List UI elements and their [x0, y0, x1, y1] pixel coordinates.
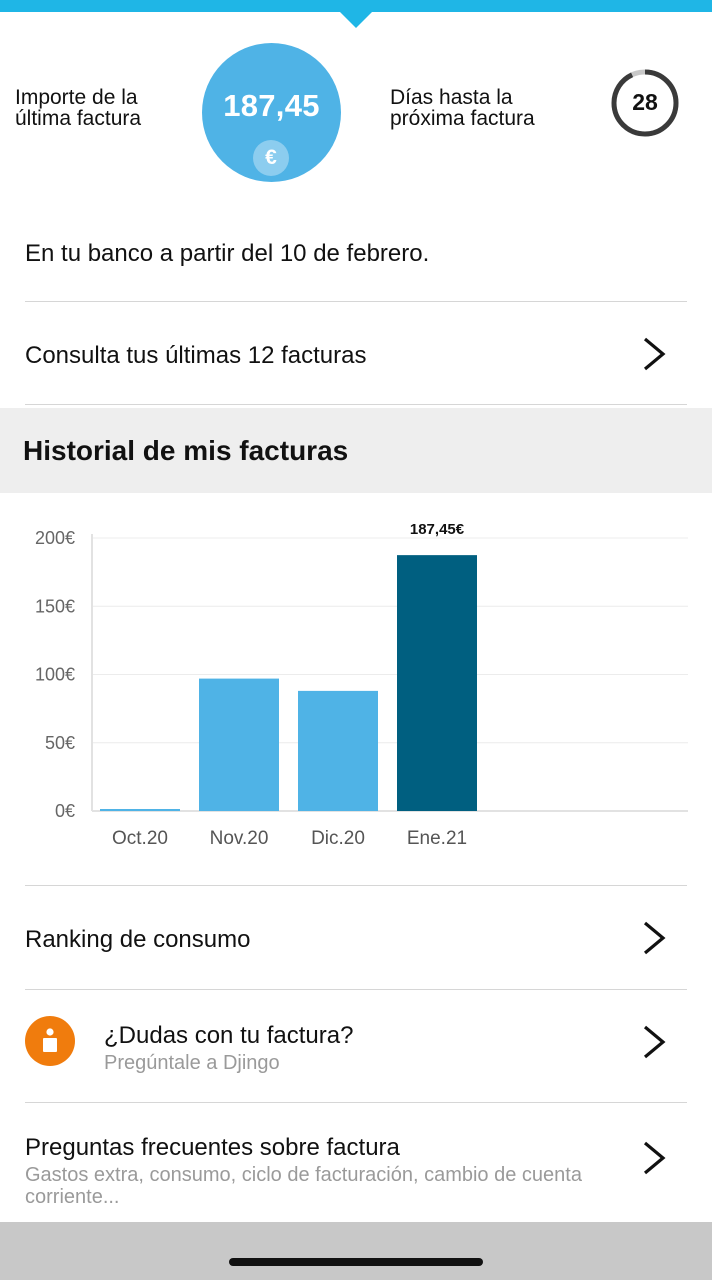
chart-data-label: 187,45€ [410, 521, 465, 538]
bottom-bar [0, 1222, 712, 1280]
divider [25, 1102, 687, 1103]
last-bill-amount-circle[interactable]: 187,45 € [202, 43, 341, 182]
last-bills-label: Consulta tus últimas 12 facturas [25, 342, 367, 369]
chart-x-tick-label: Dic.20 [311, 828, 365, 849]
faq-title: Preguntas frecuentes sobre factura [25, 1134, 400, 1161]
chart-y-tick-label: 0€ [55, 801, 75, 821]
history-section-title: Historial de mis facturas [23, 435, 349, 466]
last-bill-label: Importe de la última factura [15, 86, 142, 130]
chart-bar [397, 555, 477, 811]
euro-icon: € [253, 140, 289, 176]
divider [25, 301, 687, 302]
chart-x-tick-label: Oct.20 [112, 828, 168, 849]
dudas-subtitle: Pregúntale a Djingo [104, 1052, 280, 1074]
ranking-label: Ranking de consumo [25, 926, 251, 953]
top-accent-notch [340, 12, 372, 28]
chart-y-tick-label: 200€ [35, 528, 75, 548]
history-section-header [0, 408, 712, 493]
chevron-right-icon [643, 337, 666, 371]
chart-y-tick-label: 100€ [35, 665, 75, 685]
days-progress-ring [611, 69, 679, 137]
dudas-title: ¿Dudas con tu factura? [104, 1022, 354, 1049]
chart-bar [298, 690, 378, 811]
chart-x-tick-label: Ene.21 [407, 828, 467, 849]
days-remaining-value: 28 [632, 89, 658, 115]
chevron-right-icon [643, 921, 666, 955]
chevron-right-icon [643, 1141, 666, 1175]
bills-history-chart: 0€ 50€ 100€ 150€ 200€ Oct.20 Nov.20 Dic.20 Ene.2… [35, 521, 688, 849]
chevron-right-icon [643, 1025, 666, 1059]
divider [25, 885, 687, 886]
top-accent-bar [0, 0, 712, 12]
last-bill-amount: 187,45 [223, 88, 320, 123]
faq-subtitle: Gastos extra, consumo, ciclo de facturac… [25, 1164, 582, 1208]
divider [25, 989, 687, 990]
chart-y-tick-label: 150€ [35, 596, 75, 616]
bank-notice: En tu banco a partir del 10 de febrero. [25, 240, 430, 267]
divider [25, 404, 687, 405]
home-indicator[interactable] [229, 1258, 483, 1266]
info-icon [25, 1016, 75, 1066]
chart-bar [199, 678, 279, 811]
chart-y-tick-label: 50€ [45, 733, 75, 753]
chart-bar [100, 809, 180, 811]
days-until-next-bill-label: Días hasta la próxima factura [390, 86, 535, 130]
chart-x-tick-label: Nov.20 [210, 828, 269, 849]
